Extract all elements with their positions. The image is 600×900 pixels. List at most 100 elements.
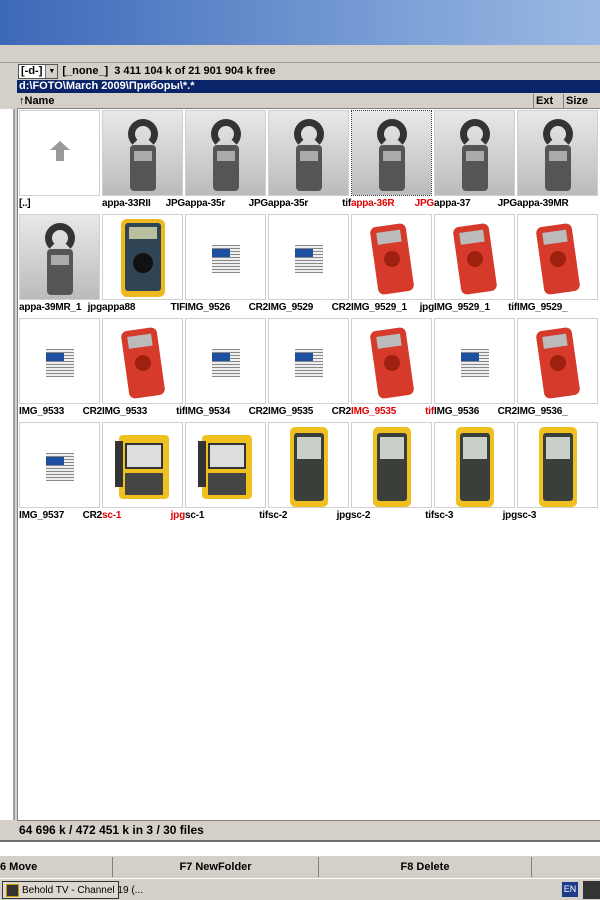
scopemeter-image <box>198 435 252 499</box>
file-ext: JPG <box>248 198 269 209</box>
file-ext: tif <box>425 406 434 417</box>
file-label[interactable]: IMG_9533 CR2 <box>19 405 102 418</box>
file-thumbnail[interactable] <box>517 110 598 196</box>
file-label[interactable]: IMG_9535 tif <box>351 405 434 418</box>
file-label[interactable]: IMG_9529_1 jpg <box>351 301 434 314</box>
file-label[interactable]: sc-3 <box>517 509 600 522</box>
column-ext[interactable]: Ext <box>534 94 564 109</box>
file-label[interactable]: appa-36R JPG <box>351 197 434 210</box>
file-thumbnail[interactable] <box>434 422 515 508</box>
path-bar[interactable]: d:\FOTO\March 2009\Приборы\*.* <box>17 80 600 93</box>
file-label[interactable]: IMG_9536 CR2 <box>434 405 517 418</box>
file-name: sc-3 <box>434 510 454 521</box>
file-label[interactable]: appa-35r JPG <box>185 197 268 210</box>
file-label[interactable]: IMG_9534 CR2 <box>185 405 268 418</box>
file-ext: tif <box>425 510 434 521</box>
file-thumbnail[interactable] <box>19 214 100 300</box>
column-size[interactable]: Size <box>564 94 600 109</box>
file-label[interactable]: sc-1 jpg <box>102 509 185 522</box>
scopemeter-image <box>115 435 169 499</box>
file-label[interactable]: sc-2 tif <box>351 509 434 522</box>
f7-newfolder-button[interactable]: F7 NewFolder <box>113 857 319 877</box>
file-name: appa-39MR <box>517 198 569 209</box>
file-thumbnail[interactable] <box>268 110 349 196</box>
file-label[interactable]: sc-3 jpg <box>434 509 517 522</box>
file-label[interactable]: sc-1 tif <box>185 509 268 522</box>
clamp-meter-image <box>186 111 265 195</box>
file-label[interactable]: appa-35r tif <box>268 197 351 210</box>
file-thumbnail[interactable] <box>185 422 266 508</box>
command-line[interactable] <box>0 840 600 856</box>
file-label[interactable]: IMG_9533 tif <box>102 405 185 418</box>
red-multimeter-image <box>452 222 498 296</box>
file-label[interactable]: IMG_9537 CR2 <box>19 509 102 522</box>
file-thumbnail[interactable] <box>434 110 515 196</box>
file-label[interactable]: IMG_9535 CR2 <box>268 405 351 418</box>
file-thumbnail[interactable] <box>517 214 598 300</box>
handheld-scope-image <box>290 427 328 507</box>
file-thumbnail[interactable] <box>351 422 432 508</box>
file-label[interactable]: appa-39MR <box>517 197 600 210</box>
file-label[interactable]: sc-2 jpg <box>268 509 351 522</box>
file-label[interactable]: appa88 TIF <box>102 301 185 314</box>
file-thumbnail[interactable] <box>19 318 100 404</box>
red-multimeter-image <box>369 222 415 296</box>
f9-button[interactable] <box>532 857 600 877</box>
clamp-meter-image <box>352 111 431 195</box>
file-label[interactable]: IMG_9536_ <box>517 405 600 418</box>
clamp-meter-image <box>20 215 99 299</box>
file-thumbnail[interactable] <box>19 110 100 196</box>
file-thumbnail[interactable] <box>185 110 266 196</box>
file-label[interactable]: IMG_9529_1 tif <box>434 301 517 314</box>
file-thumbnail[interactable] <box>268 318 349 404</box>
chevron-down-icon[interactable]: ▼ <box>45 64 58 78</box>
file-thumbnail[interactable] <box>102 422 183 508</box>
file-thumbnail[interactable] <box>517 318 598 404</box>
file-label[interactable]: [..] <box>19 197 102 210</box>
file-name: IMG_9529_ <box>517 302 568 313</box>
file-thumbnail[interactable] <box>351 214 432 300</box>
file-name: IMG_9529 <box>268 302 314 313</box>
file-ext: CR2 <box>82 406 103 417</box>
file-ext: tif <box>176 406 185 417</box>
cr2-file-icon <box>212 349 240 377</box>
column-name[interactable]: ↑Name <box>17 94 534 109</box>
file-ext: JPG <box>414 198 435 209</box>
column-header: ↑Name Ext Size <box>17 94 600 109</box>
file-name: IMG_9529_1 <box>351 302 407 313</box>
file-thumbnail[interactable] <box>268 422 349 508</box>
file-thumbnail[interactable] <box>102 214 183 300</box>
file-label[interactable]: IMG_9526 CR2 <box>185 301 268 314</box>
red-multimeter-image <box>369 326 415 400</box>
f6-move-button[interactable]: 6 Move <box>0 857 113 877</box>
language-indicator[interactable]: EN <box>562 882 578 897</box>
taskbar-button[interactable]: Behold TV - Channel 19 (... <box>2 881 143 899</box>
task-label: Behold TV - Channel 19 (... <box>22 884 143 896</box>
file-ext: CR2 <box>82 510 103 521</box>
file-label[interactable]: IMG_9529 CR2 <box>268 301 351 314</box>
file-thumbnail[interactable] <box>351 318 432 404</box>
file-name: appa-37 <box>434 198 471 209</box>
file-ext: jpg <box>502 510 518 521</box>
file-thumbnail[interactable] <box>102 318 183 404</box>
file-thumbnail[interactable] <box>434 318 515 404</box>
file-label[interactable]: appa-33RII JPG <box>102 197 185 210</box>
file-thumbnail[interactable] <box>185 214 266 300</box>
file-label[interactable]: appa-37 JPG <box>434 197 517 210</box>
tray-icon[interactable] <box>583 881 600 899</box>
file-thumbnail[interactable] <box>102 110 183 196</box>
file-thumbnail[interactable] <box>268 214 349 300</box>
file-name: [..] <box>19 198 31 209</box>
file-label[interactable]: IMG_9529_ <box>517 301 600 314</box>
file-name: IMG_9535 <box>351 406 397 417</box>
file-label[interactable]: appa-39MR_1 jpg <box>19 301 102 314</box>
file-thumbnail[interactable] <box>434 214 515 300</box>
file-thumbnail[interactable] <box>517 422 598 508</box>
drive-select[interactable]: [-d-] ▼ <box>18 63 59 79</box>
file-thumbnail[interactable] <box>185 318 266 404</box>
file-thumbnail[interactable] <box>351 110 432 196</box>
left-panel-edge <box>0 109 15 820</box>
file-ext: CR2 <box>248 302 269 313</box>
file-thumbnail[interactable] <box>19 422 100 508</box>
f8-delete-button[interactable]: F8 Delete <box>319 857 532 877</box>
